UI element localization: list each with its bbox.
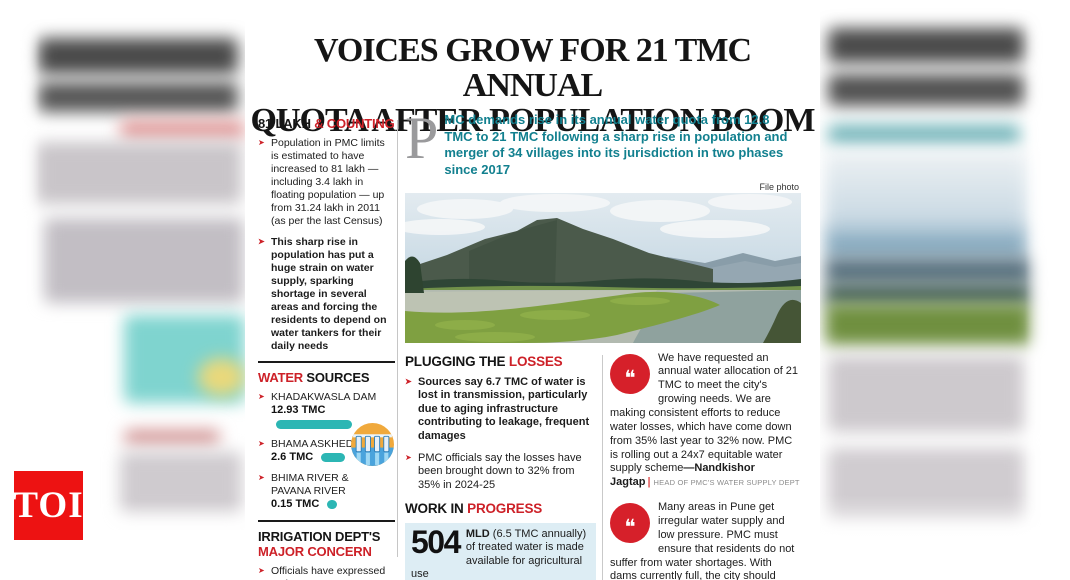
toi-logo-text: TOI — [13, 485, 84, 526]
stat-number: 504 — [411, 523, 461, 560]
section-title: WATER SOURCES — [258, 370, 370, 386]
quote-text: We have requested an annual water alloca… — [610, 351, 799, 475]
bullet-arrow-icon: ➤ — [258, 473, 265, 483]
blurred-photo-grass — [825, 303, 1031, 345]
bullet-item: ➤ Officials have expressed serious conce… — [258, 565, 386, 580]
blurred-text-block — [44, 218, 244, 303]
section-81-lakh: 81 LAKH & COUNTING ➤ Population in PMC l… — [258, 116, 395, 353]
blurred-headline-block — [38, 82, 238, 112]
section-water-sources: WATER SOURCES ➤ KHADAKWASLA DAM 12.93 TM… — [258, 370, 395, 512]
headline: VOICES GROW FOR 21 TMC ANNUAL QUOTA AFTE… — [245, 33, 820, 138]
quote-block: ❝ We have requested an annual water allo… — [610, 352, 800, 491]
quote-author: —Nandkishor Jagtap — [610, 462, 755, 489]
headline-line2: QUOTA AFTER POPULATION BOOM — [250, 102, 816, 139]
left-column: 81 LAKH & COUNTING ➤ Population in PMC l… — [258, 116, 395, 580]
blurred-photo-hills — [825, 257, 1031, 285]
column-divider — [397, 120, 398, 557]
blurred-red-band — [120, 120, 245, 139]
separator: | — [647, 476, 651, 489]
photo-caption: File photo — [759, 181, 799, 192]
bullet-item: ➤ Population in PMC limits is estimated … — [258, 137, 385, 228]
blurred-yellow-blob — [198, 358, 245, 396]
quote-text: Many areas in Pune get irregular water s… — [610, 501, 795, 580]
intro-text: MC demands rise in its annual water quot… — [444, 112, 788, 177]
article-panel: VOICES GROW FOR 21 TMC ANNUAL QUOTA AFTE… — [245, 0, 820, 580]
section-title: IRRIGATION DEPT'S MAJOR CONCERN — [258, 529, 381, 560]
tmc-bar — [276, 419, 352, 429]
blurred-headline-block — [38, 38, 238, 74]
stat-block: 504 MLD (6.5 TMC annually) of treated wa… — [405, 522, 596, 580]
section-divider — [258, 520, 395, 523]
dam-sluice-gates-icon — [351, 423, 394, 467]
headline-line1: VOICES GROW FOR 21 TMC ANNUAL — [314, 32, 752, 104]
blurred-headline-block — [828, 74, 1024, 106]
blurred-photo-water — [825, 228, 1027, 260]
blurred-headline-block — [828, 28, 1024, 63]
water-source-row: ➤ KHADAKWASLA DAM 12.93 TMC — [258, 391, 395, 431]
bullet-item: ➤ Sources say 6.7 TMC of water is lost i… — [405, 375, 590, 443]
water-source-row: ➤ BHIMA RIVER & PAVANA RIVER 0.15 TMC — [258, 472, 349, 511]
section-title: WORK IN PROGRESS — [405, 500, 543, 516]
blurred-red-text — [124, 430, 220, 444]
section-divider — [258, 361, 395, 364]
lower-sections: PLUGGING THE LOSSES ➤ Sources say 6.7 TM… — [405, 352, 801, 580]
main-area: P MC demands rise in its annual water qu… — [405, 105, 801, 580]
quotes-column: ❝ We have requested an annual water allo… — [610, 352, 800, 580]
dam-photo — [405, 192, 801, 343]
bullet-arrow-icon: ➤ — [258, 566, 265, 576]
quote-icon: ❝ — [610, 503, 650, 544]
blurred-newspaper-right — [820, 0, 1070, 580]
intro-paragraph: P MC demands rise in its annual water qu… — [405, 105, 801, 179]
blurred-teal-text — [828, 124, 1020, 145]
quote-role: HEAD OF PMC'S WATER SUPPLY DEPT — [653, 478, 800, 488]
bullet-arrow-icon: ➤ — [405, 376, 412, 386]
bullet-item: ➤ This sharp rise in population has put … — [258, 236, 387, 353]
blurred-text-block — [36, 142, 242, 204]
section-irrigation-concern: IRRIGATION DEPT'S MAJOR CONCERN ➤ Offici… — [258, 529, 395, 580]
bullet-arrow-icon: ➤ — [258, 392, 265, 402]
section-title: 81 LAKH & COUNTING — [258, 116, 395, 131]
blurred-text-block — [828, 356, 1024, 432]
bullet-arrow-icon: ➤ — [258, 138, 265, 147]
white-fade — [1025, 0, 1070, 580]
blurred-photo-treeline — [825, 283, 1031, 306]
middle-column: PLUGGING THE LOSSES ➤ Sources say 6.7 TM… — [405, 352, 596, 580]
toi-logo: TOI — [13, 471, 84, 540]
bullet-arrow-icon: ➤ — [405, 452, 412, 462]
blurred-photo-sky — [825, 150, 1027, 234]
bullet-arrow-icon: ➤ — [258, 439, 265, 449]
stat-unit: MLD — [465, 527, 490, 540]
section-title: PLUGGING THE LOSSES — [405, 353, 563, 369]
dam-photo-scene — [405, 192, 801, 343]
tmc-bar — [321, 453, 346, 463]
bullet-arrow-icon: ➤ — [258, 237, 265, 247]
quote-icon: ❝ — [610, 353, 650, 394]
drop-cap: P — [405, 105, 439, 171]
stat-text: (6.5 TMC annually) of treated water is m… — [411, 527, 587, 580]
white-fade — [820, 495, 1070, 580]
column-divider — [602, 354, 603, 580]
quote-block: ❝ Many areas in Pune get irregular water… — [610, 501, 800, 580]
bullet-item: ➤ PMC officials say the losses have been… — [405, 451, 582, 491]
tmc-bar — [327, 500, 338, 510]
